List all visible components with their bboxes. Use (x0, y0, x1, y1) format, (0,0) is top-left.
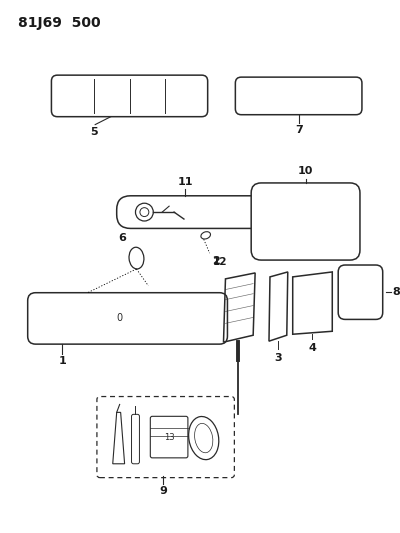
Text: 6: 6 (119, 233, 126, 243)
FancyBboxPatch shape (251, 183, 360, 260)
FancyBboxPatch shape (235, 77, 362, 115)
Text: 7: 7 (295, 125, 302, 135)
FancyBboxPatch shape (150, 416, 188, 458)
Text: 9: 9 (159, 486, 167, 496)
FancyBboxPatch shape (52, 75, 208, 117)
FancyBboxPatch shape (132, 414, 140, 464)
Text: 11: 11 (178, 177, 193, 187)
Text: 8: 8 (392, 287, 400, 297)
Text: 4: 4 (308, 343, 316, 353)
FancyBboxPatch shape (97, 397, 234, 478)
Text: 1: 1 (58, 356, 66, 366)
FancyBboxPatch shape (338, 265, 383, 319)
Text: 12: 12 (213, 257, 227, 267)
Text: 5: 5 (90, 126, 98, 136)
Text: 10: 10 (298, 166, 313, 176)
Text: 3: 3 (274, 353, 282, 363)
Text: 81J69  500: 81J69 500 (18, 16, 100, 30)
Text: 0: 0 (116, 313, 123, 324)
Text: 2: 2 (212, 256, 220, 266)
FancyBboxPatch shape (28, 293, 228, 344)
FancyBboxPatch shape (117, 196, 273, 229)
Text: 13: 13 (164, 433, 174, 441)
